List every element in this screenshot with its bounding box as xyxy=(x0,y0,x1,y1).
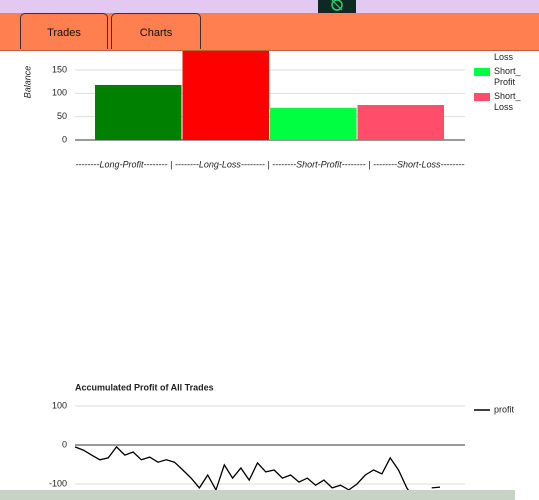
bar xyxy=(270,107,357,140)
bar xyxy=(182,46,269,141)
y-tick-label: 0 xyxy=(62,439,67,449)
legend-line: Short_ xyxy=(494,66,522,76)
y-axis-label: Balance xyxy=(22,66,32,99)
line xyxy=(74,445,441,500)
legend-label: Short_ Loss xyxy=(494,91,522,112)
footer-bar xyxy=(0,490,515,500)
y-tick-label: 150 xyxy=(52,64,67,74)
top-strip xyxy=(0,0,539,13)
y-tick-label: 0 xyxy=(62,134,67,144)
chart-title: Accumulated Profit of All Trades xyxy=(75,382,214,392)
y-tick-label: 100 xyxy=(52,400,67,410)
y-tick-label: 50 xyxy=(57,111,67,121)
legend-label: profit xyxy=(494,404,515,414)
legend-line: Loss xyxy=(494,52,514,62)
legend-line: Short_ xyxy=(494,91,522,101)
legend-swatch xyxy=(474,68,490,76)
logo xyxy=(318,0,356,13)
y-tick-label: -100 xyxy=(49,478,67,488)
x-axis-label: --------Long-Profit-------- | --------Lo… xyxy=(76,159,465,169)
tab-bar: Trades Charts xyxy=(0,13,539,51)
legend-line: Loss xyxy=(494,102,514,112)
bar xyxy=(95,84,182,140)
legend-label: Short_ Profit xyxy=(494,66,522,87)
bar xyxy=(357,105,444,140)
tab[interactable]: Charts xyxy=(111,13,201,49)
tab[interactable]: Trades xyxy=(20,13,108,49)
y-tick-label: 100 xyxy=(52,88,67,98)
legend-swatch xyxy=(474,93,490,101)
legend-line: Profit xyxy=(494,77,516,87)
